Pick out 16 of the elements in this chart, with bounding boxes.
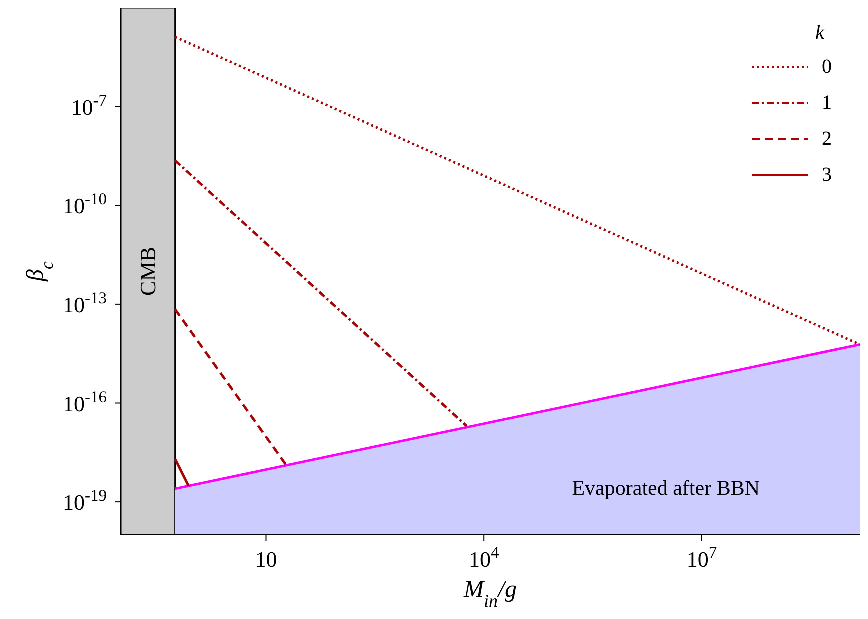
y-tick-label: 10$^{-7}$ [71, 90, 107, 120]
legend-label: 3 [822, 164, 832, 186]
x-tick-label: 10$^{7}$ [686, 542, 718, 572]
y-tick-label: 10$^{-19}$ [63, 486, 107, 516]
y-tick-label: 10$^{-16}$ [63, 386, 107, 416]
legend-label: 1 [822, 92, 832, 114]
legend-label: 0 [822, 56, 832, 78]
y-tick-label: 10$^{-13}$ [63, 288, 107, 318]
legend-title: k [814, 22, 826, 45]
band-label: CMB [136, 247, 161, 296]
legend-label: 2 [822, 128, 832, 150]
y-tick-label: 10$^{-10}$ [63, 189, 107, 219]
x-axis-title: M$_{in}$/g [463, 577, 517, 611]
x-tick-label: 10$^{4}$ [468, 542, 500, 572]
series-label: Evaporated after BBN [572, 476, 760, 500]
x-tick-label: 10 [255, 547, 278, 572]
